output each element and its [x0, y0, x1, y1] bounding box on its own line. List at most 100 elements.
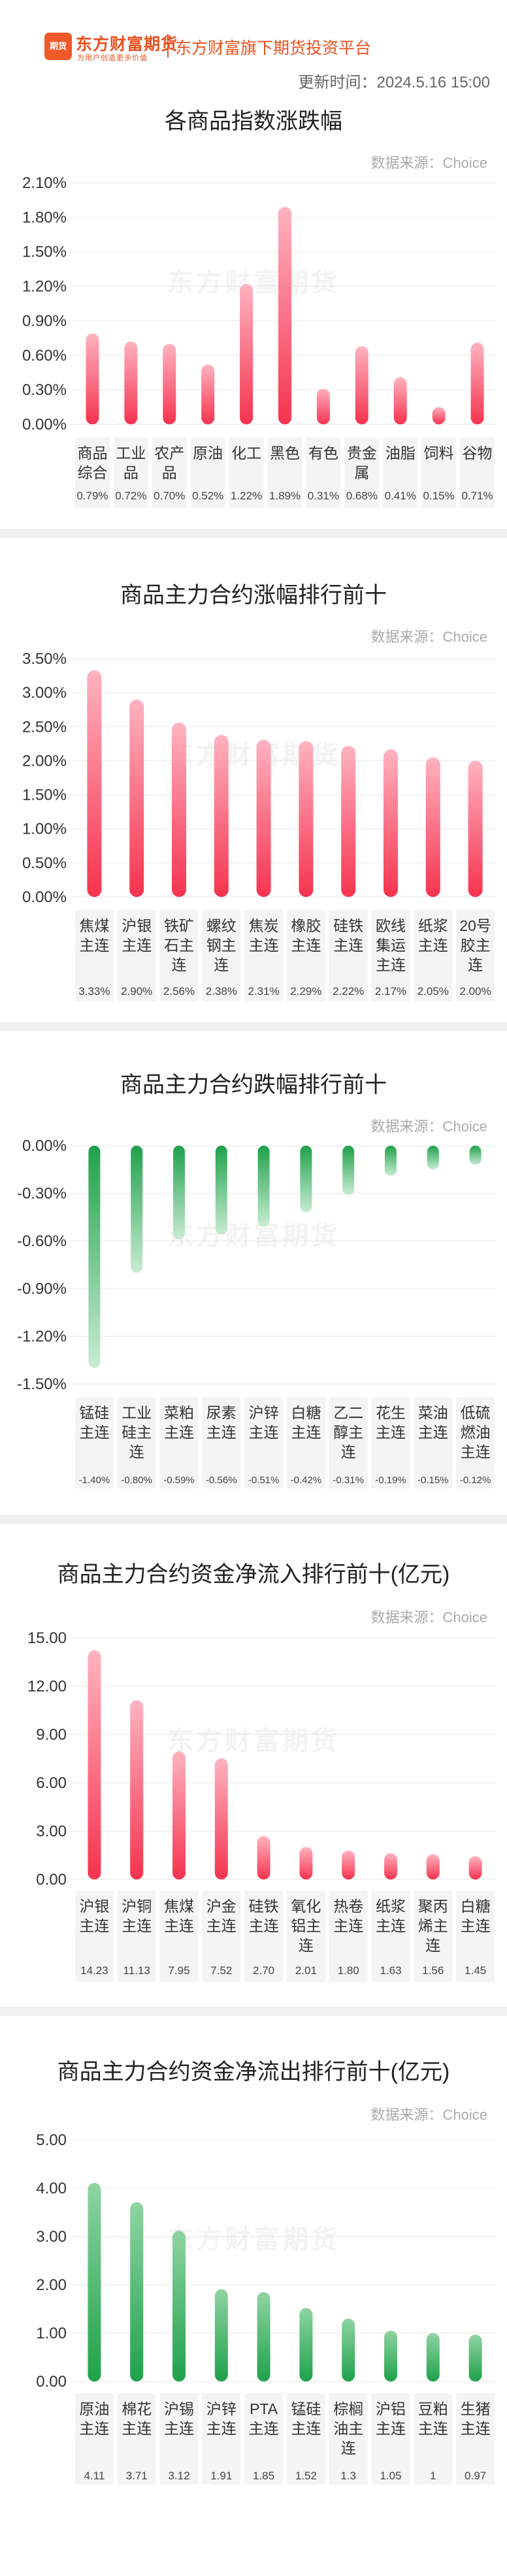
data-label: 0.79% — [76, 490, 108, 502]
chart-source: 数据来源：Choice — [370, 1118, 487, 1135]
chart-title: 商品主力合约涨幅排行前十 — [120, 583, 387, 608]
bar — [426, 2333, 440, 2381]
category-band — [244, 2393, 283, 2485]
x-category-label: 欧线 — [376, 917, 406, 934]
bar — [88, 1650, 101, 1879]
page-header: 期货 东方财富期货 为用户创造更多价值 东方财富旗下期货投资平台 更新时间：20… — [0, 0, 507, 91]
y-tick-label: 1.80% — [22, 209, 67, 227]
x-category-label: 聚丙 — [418, 1898, 448, 1915]
x-category-label: 螺纹 — [206, 917, 237, 934]
data-label: -0.56% — [206, 1475, 237, 1486]
x-category-label: 主连 — [206, 1424, 237, 1441]
bar — [342, 1146, 355, 1195]
y-tick-label: 0.50% — [22, 855, 67, 872]
data-label: 2.05% — [417, 985, 449, 997]
data-label: -0.59% — [163, 1475, 195, 1486]
bar — [469, 1146, 482, 1165]
y-tick-label: 3.00 — [36, 2228, 67, 2246]
x-category-label: 主连 — [461, 2420, 491, 2437]
chart-source: 数据来源：Choice — [370, 155, 487, 171]
category-band — [75, 910, 114, 1001]
category-band — [383, 437, 418, 508]
bar — [426, 1854, 440, 1879]
chart-section-top-losers: 商品主力合约跌幅排行前十 数据来源：Choice 东方财富期货 0.00% -0.… — [0, 1031, 507, 1515]
x-category-label: 品 — [162, 464, 177, 481]
data-label: 1 — [430, 2470, 436, 2482]
bar — [257, 1146, 270, 1227]
x-category-label: 白糖 — [461, 1898, 491, 1915]
chart-svg: 0.00% 0.50% 1.00% 1.50% 2.00% 2.50% 3.00% 3.50%… — [22, 650, 497, 1001]
bar — [341, 746, 356, 897]
x-category-label: 品 — [123, 464, 139, 481]
category-band — [414, 1397, 453, 1488]
x-category-label: 连 — [341, 2440, 356, 2457]
bar — [299, 1847, 313, 1879]
data-label: -0.19% — [375, 1475, 406, 1486]
category-band — [414, 2393, 453, 2485]
x-category-label: 锰硅 — [79, 1404, 109, 1421]
header-divider — [167, 34, 169, 57]
chart-svg: 0.00% 0.30% 0.60% 0.90% 1.20% 1.50% 1.80% 2.10%… — [22, 174, 497, 508]
y-tick-label: 2.00 — [36, 2276, 67, 2294]
data-label: 0.72% — [115, 490, 146, 502]
bar — [470, 342, 484, 424]
y-tick-label: 2.10% — [22, 174, 67, 192]
bar — [468, 761, 483, 897]
y-tick-label: 0.30% — [22, 381, 67, 399]
x-category-label: 白糖 — [291, 1404, 321, 1421]
category-band — [117, 910, 156, 1001]
bar — [87, 670, 102, 897]
data-label: -0.31% — [333, 1475, 364, 1486]
bar — [257, 1836, 270, 1879]
category-band — [229, 437, 264, 508]
data-label: 1.63 — [380, 1964, 401, 1977]
data-label: 1.52 — [295, 2470, 317, 2482]
x-category-label: 主连 — [249, 1917, 279, 1934]
x-category-label: 花生 — [376, 1404, 406, 1421]
chart-title: 各商品指数涨跌幅 — [165, 109, 342, 134]
x-category-label: 工业 — [122, 1404, 152, 1421]
y-tick-label: 1.20% — [22, 278, 67, 296]
category-band — [456, 2393, 495, 2485]
category-band — [456, 1891, 495, 1982]
bar — [342, 1850, 355, 1879]
x-category-label: 硅铁 — [249, 1898, 279, 1915]
x-category-label: 油脂 — [385, 445, 416, 462]
brand-slogan: 为用户创造更多价值 — [77, 54, 148, 62]
x-category-label: 主连 — [249, 937, 279, 954]
data-label: 1.05 — [380, 2470, 401, 2482]
platform-tagline: 东方财富旗下期货投资平台 — [175, 39, 372, 57]
x-category-label: 沪铜 — [122, 1898, 152, 1915]
x-category-label: 有色 — [308, 445, 338, 462]
category-band — [75, 1891, 114, 1982]
brand-name: 东方财富期货 — [76, 35, 178, 54]
x-category-label: 烯主 — [418, 1917, 448, 1934]
y-tick-label: 0.00 — [36, 2373, 67, 2391]
category-band — [456, 1397, 495, 1488]
x-category-label: 主连 — [249, 2420, 279, 2437]
data-label: 2.22% — [333, 985, 364, 997]
data-label: 2.17% — [375, 985, 406, 997]
category-band — [75, 2393, 114, 2485]
category-band — [371, 910, 410, 1001]
bar — [124, 341, 138, 424]
y-tick-label: -0.90% — [17, 1280, 67, 1298]
x-category-label: 硅主 — [122, 1424, 152, 1441]
x-category-label: 主连 — [79, 937, 109, 954]
category-band — [414, 1891, 453, 1982]
data-label: 1.3 — [340, 2470, 356, 2482]
x-category-label: 锰硅 — [291, 2400, 321, 2417]
bar — [355, 346, 368, 424]
x-category-label: 饲料 — [424, 445, 454, 462]
y-tick-label: 2.50% — [22, 718, 67, 736]
x-category-label: 连 — [468, 956, 483, 973]
brand-logo-icon: 期货 — [44, 33, 72, 60]
x-category-label: 主连 — [79, 2420, 109, 2437]
category-band — [329, 1397, 368, 1488]
x-category-label: 尿素 — [206, 1404, 237, 1421]
x-category-label: 工业 — [116, 445, 146, 462]
data-label: -0.51% — [248, 1475, 280, 1486]
x-category-label: 主连 — [122, 2420, 152, 2437]
category-band — [202, 1397, 241, 1488]
